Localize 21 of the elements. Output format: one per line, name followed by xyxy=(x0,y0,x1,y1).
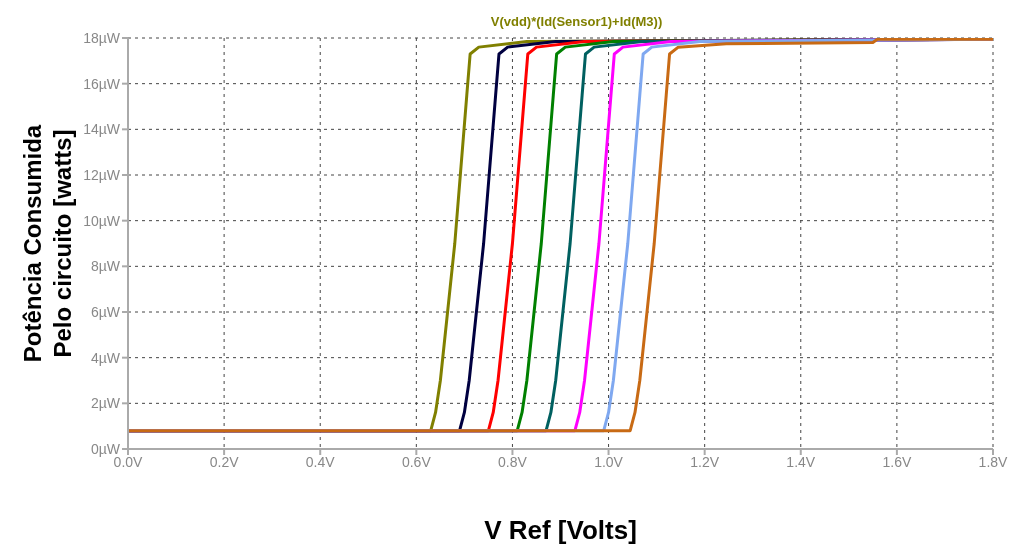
y-tick-label: 18µW xyxy=(83,29,121,46)
y-tick-label: 16µW xyxy=(83,75,121,92)
y-tick-label: 2µW xyxy=(90,395,121,412)
x-tick-label: 0.6V xyxy=(401,453,432,470)
y-tick-label: 8µW xyxy=(90,258,121,275)
x-tick-label: 1.8V xyxy=(978,453,1009,470)
x-tick-label: 1.6V xyxy=(882,453,912,470)
y-tick-label: 10µW xyxy=(83,212,121,229)
x-tick-label: 1.0V xyxy=(594,453,624,470)
x-tick-label: 1.2V xyxy=(690,453,720,470)
y-axis-title: Potência Consumida Pelo circuito [watts] xyxy=(19,124,76,363)
x-axis-title: V Ref [Volts] xyxy=(484,515,637,545)
x-tick-label: 1.4V xyxy=(786,453,816,470)
y-tick-label: 12µW xyxy=(83,166,121,183)
x-tick-label: 0.8V xyxy=(498,453,528,470)
chart-title: V(vdd)*(Id(Sensor1)+Id(M3)) xyxy=(489,14,664,29)
x-tick-label: 0.4V xyxy=(305,453,336,470)
y-tick-label: 14µW xyxy=(83,121,121,138)
y-tick-label: 6µW xyxy=(90,303,121,320)
x-tick-label: 0.2V xyxy=(209,453,240,470)
y-tick-label: 4µW xyxy=(90,349,121,366)
